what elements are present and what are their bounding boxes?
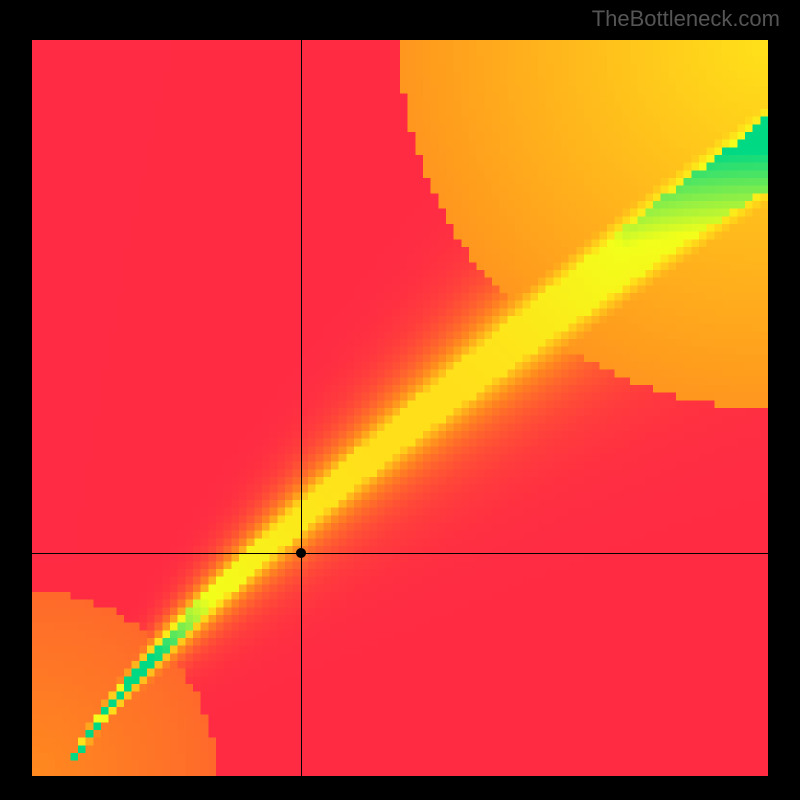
heatmap-plot-area xyxy=(32,40,768,776)
attribution-text: TheBottleneck.com xyxy=(592,6,780,32)
crosshair-vertical xyxy=(301,40,302,776)
crosshair-horizontal xyxy=(32,553,768,554)
crosshair-dot xyxy=(296,548,306,558)
heatmap-canvas xyxy=(32,40,768,776)
